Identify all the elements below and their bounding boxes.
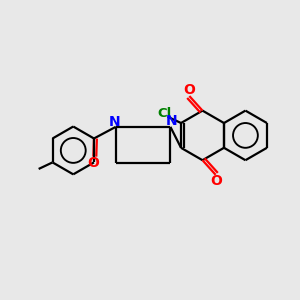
Text: Cl: Cl xyxy=(158,107,172,120)
Text: O: O xyxy=(183,82,195,97)
Text: O: O xyxy=(87,156,99,170)
Text: N: N xyxy=(165,114,177,128)
Text: N: N xyxy=(109,115,120,129)
Text: O: O xyxy=(210,174,222,188)
